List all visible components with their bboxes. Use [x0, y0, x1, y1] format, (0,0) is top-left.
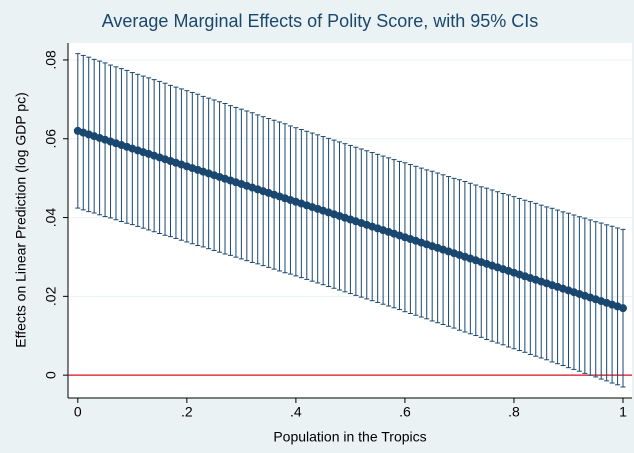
- y-tick-label: .04: [43, 208, 59, 228]
- x-tick-label: .4: [290, 404, 302, 420]
- y-tick-label: .08: [43, 50, 59, 70]
- y-axis-label: Effects on Linear Prediction (log GDP pc…: [13, 92, 29, 348]
- estimate-point: [619, 304, 628, 313]
- y-tick-label: .06: [43, 129, 59, 149]
- x-tick-label: .2: [181, 404, 193, 420]
- chart-title: Average Marginal Effects of Polity Score…: [102, 11, 539, 31]
- x-axis-label: Population in the Tropics: [273, 429, 426, 445]
- x-tick-label: 1: [619, 404, 627, 420]
- x-tick-label: 0: [74, 404, 82, 420]
- y-tick-label: .02: [43, 286, 59, 306]
- x-tick-label: .8: [508, 404, 520, 420]
- y-tick-label: 0: [43, 371, 59, 379]
- x-tick-label: .6: [399, 404, 411, 420]
